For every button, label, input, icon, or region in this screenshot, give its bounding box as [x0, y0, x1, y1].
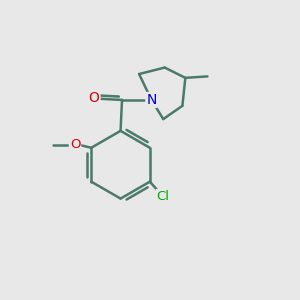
Text: O: O — [70, 138, 80, 151]
Text: O: O — [88, 92, 100, 106]
Text: Cl: Cl — [157, 190, 169, 203]
Text: N: N — [146, 93, 157, 107]
